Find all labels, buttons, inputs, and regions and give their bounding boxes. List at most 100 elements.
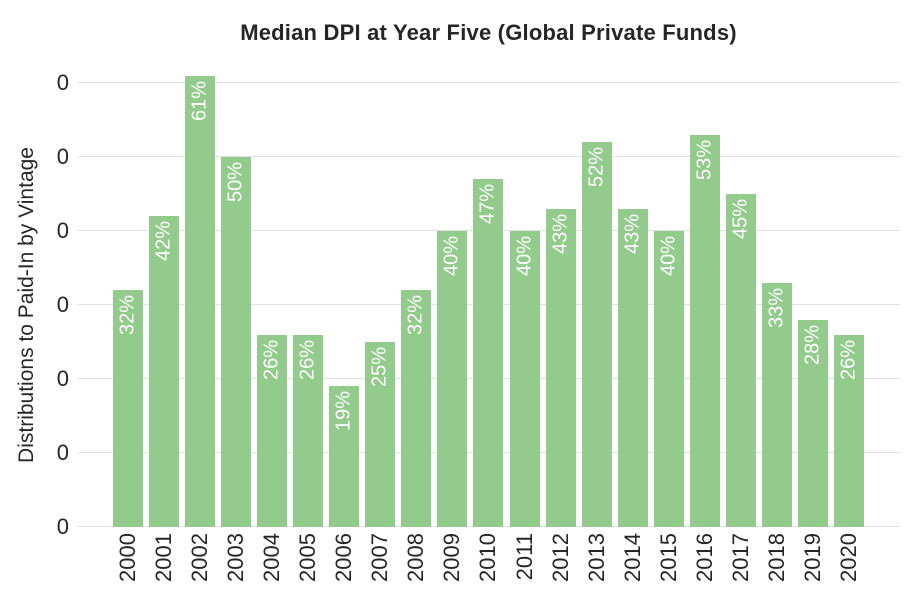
x-tick-2011: 2011 bbox=[510, 533, 540, 582]
x-tick-label: 2001 bbox=[151, 533, 177, 582]
x-tick-label: 2013 bbox=[583, 533, 609, 582]
x-tick-label: 2002 bbox=[187, 533, 213, 582]
bar-value-label: 25% bbox=[368, 347, 391, 388]
bar-value-label: 47% bbox=[476, 184, 499, 225]
x-tick-label: 2017 bbox=[727, 533, 753, 582]
x-tick-2007: 2007 bbox=[365, 533, 395, 582]
bar-2007: 25% bbox=[365, 342, 396, 527]
x-tick-label: 2011 bbox=[511, 533, 537, 581]
x-tick-2010: 2010 bbox=[473, 533, 503, 582]
bar-value-label: 40% bbox=[440, 236, 463, 277]
bar-value-label: 43% bbox=[621, 213, 644, 254]
y-tick-label: 0 bbox=[56, 144, 69, 169]
x-tick-2015: 2015 bbox=[654, 533, 684, 582]
x-tick-label: 2015 bbox=[655, 533, 681, 582]
bar-2004: 26% bbox=[257, 334, 288, 527]
bar-2020: 26% bbox=[833, 334, 864, 527]
y-tick-label: 0 bbox=[56, 440, 69, 465]
x-tick-2006: 2006 bbox=[329, 533, 359, 582]
x-tick-label: 2007 bbox=[367, 533, 393, 582]
x-tick-2019: 2019 bbox=[798, 533, 828, 582]
gridline bbox=[77, 82, 900, 83]
x-tick-2018: 2018 bbox=[762, 533, 792, 582]
x-tick-2004: 2004 bbox=[257, 533, 287, 582]
bar-value-label: 33% bbox=[765, 287, 788, 328]
bar-2000: 32% bbox=[113, 290, 143, 527]
x-tick-label: 2006 bbox=[331, 533, 357, 582]
bar-value-label: 43% bbox=[549, 213, 572, 254]
bar-2019: 28% bbox=[797, 319, 828, 527]
y-tick-label: 0 bbox=[56, 366, 69, 391]
bar-value-label: 32% bbox=[404, 295, 427, 336]
bar-value-label: 40% bbox=[513, 236, 536, 277]
bar-value-label: 61% bbox=[188, 80, 211, 121]
bar-2010: 47% bbox=[473, 179, 504, 527]
bar-value-label: 26% bbox=[837, 339, 860, 380]
x-tick-label: 2004 bbox=[259, 533, 285, 582]
bar-value-label: 45% bbox=[729, 199, 752, 240]
bar-value-label: 32% bbox=[116, 295, 139, 336]
x-tick-2003: 2003 bbox=[221, 533, 251, 582]
bar-2018: 33% bbox=[761, 282, 792, 527]
bar-value-label: 52% bbox=[585, 147, 608, 188]
x-tick-label: 2020 bbox=[835, 533, 861, 582]
x-tick-label: 2000 bbox=[115, 533, 140, 582]
x-tick-label: 2008 bbox=[403, 533, 429, 582]
x-tick-2016: 2016 bbox=[690, 533, 720, 582]
x-tick-label: 2016 bbox=[691, 533, 717, 582]
plot-area: 0 0 0 0 0 0 0 32% 42% 61% 50% 26% 26% 19% 25% 32% 40% 47… bbox=[57, 67, 900, 539]
x-tick-label: 2018 bbox=[763, 533, 789, 582]
x-tick-2002: 2002 bbox=[185, 533, 215, 582]
x-tick-2009: 2009 bbox=[437, 533, 467, 582]
bar-2005: 26% bbox=[293, 334, 324, 527]
x-axis-labels: 2000 2001 2002 2003 2004 2005 2006 2007 2008 2009… bbox=[77, 533, 900, 582]
bar-value-label: 26% bbox=[260, 339, 283, 380]
bar-value-label: 40% bbox=[657, 236, 680, 277]
y-axis-title: Distributions to Paid-In by Vintage bbox=[12, 83, 42, 527]
x-tick-2000: 2000 bbox=[113, 533, 143, 582]
gridline bbox=[77, 156, 900, 157]
bar-2008: 32% bbox=[401, 290, 432, 527]
bar-2014: 43% bbox=[617, 208, 648, 527]
x-tick-2005: 2005 bbox=[293, 533, 323, 582]
bar-value-label: 42% bbox=[152, 221, 175, 262]
x-tick-label: 2005 bbox=[295, 533, 321, 582]
bar-2009: 40% bbox=[437, 231, 468, 527]
bar-2011: 40% bbox=[509, 231, 540, 527]
x-tick-label: 2010 bbox=[475, 533, 501, 582]
x-tick-2014: 2014 bbox=[618, 533, 648, 582]
bar-2001: 42% bbox=[149, 216, 180, 527]
bar-2012: 43% bbox=[545, 208, 576, 527]
bar-value-label: 50% bbox=[224, 162, 247, 203]
bar-2016: 53% bbox=[689, 134, 720, 527]
bar-2013: 52% bbox=[581, 142, 612, 527]
bar-2017: 45% bbox=[725, 194, 756, 527]
bar-value-label: 28% bbox=[801, 324, 824, 365]
bar-2006: 19% bbox=[329, 386, 360, 527]
y-axis-title-text: Distributions to Paid-In by Vintage bbox=[15, 147, 38, 463]
x-tick-2020: 2020 bbox=[834, 533, 864, 582]
x-tick-2012: 2012 bbox=[546, 533, 576, 582]
x-tick-2017: 2017 bbox=[726, 533, 756, 582]
x-tick-label: 2019 bbox=[799, 533, 825, 582]
x-tick-label: 2012 bbox=[547, 533, 573, 582]
x-tick-2001: 2001 bbox=[149, 533, 179, 582]
bar-value-label: 53% bbox=[693, 139, 716, 180]
bar-value-label: 26% bbox=[296, 339, 319, 380]
bar-2015: 40% bbox=[653, 231, 684, 527]
x-tick-2013: 2013 bbox=[582, 533, 612, 582]
x-tick-label: 2014 bbox=[619, 533, 645, 582]
bars: 32% 42% 61% 50% 26% 26% 19% 25% 32% 40% 47% 40% 43% 5… bbox=[77, 67, 900, 527]
x-tick-2008: 2008 bbox=[401, 533, 431, 582]
bar-2003: 50% bbox=[221, 157, 252, 527]
y-tick-label: 0 bbox=[56, 70, 69, 95]
chart-title: Median DPI at Year Five (Global Private … bbox=[240, 20, 737, 45]
y-tick-label: 0 bbox=[56, 218, 69, 243]
x-tick-label: 2003 bbox=[223, 533, 249, 582]
bar-2002: 61% bbox=[185, 75, 216, 527]
y-tick-label: 0 bbox=[56, 514, 69, 539]
bar-value-label: 19% bbox=[332, 391, 355, 432]
y-tick-label: 0 bbox=[56, 292, 69, 317]
x-tick-label: 2009 bbox=[439, 533, 465, 582]
